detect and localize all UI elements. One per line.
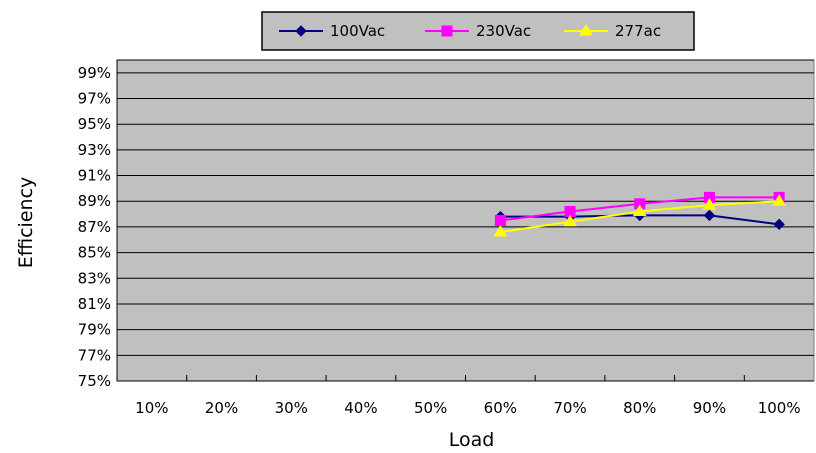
x-tick-label: 10% — [135, 399, 168, 417]
data-point — [441, 25, 453, 37]
series-layer — [493, 191, 787, 237]
y-tick-label: 83% — [78, 269, 111, 287]
y-tick-label: 93% — [78, 141, 111, 159]
x-tick-label: 90% — [693, 399, 726, 417]
y-tick-label: 99% — [78, 64, 111, 82]
data-point — [703, 209, 716, 222]
data-point — [494, 215, 506, 226]
x-tick-label: 20% — [205, 399, 238, 417]
y-tick-label: 91% — [78, 167, 111, 185]
y-tick-label: 95% — [78, 115, 111, 133]
x-axis-tick-labels: 10% 20% 30% 40% 50% 60% 70% 80% 90% 100% — [135, 399, 800, 417]
y-tick-label: 97% — [78, 90, 111, 108]
x-tick-label: 100% — [758, 399, 801, 417]
gridlines — [116, 59, 814, 382]
legend: 100Vac 230Vac 277ac — [261, 11, 695, 51]
legend-label: 100Vac — [330, 22, 385, 40]
legend-entry: 100Vac — [279, 22, 385, 40]
legend-label: 230Vac — [476, 22, 531, 40]
legend-entry: 230Vac — [425, 22, 531, 40]
y-tick-label: 77% — [78, 346, 111, 364]
data-point — [632, 204, 647, 217]
data-point — [295, 25, 307, 37]
series-277ac — [493, 194, 787, 237]
data-point — [773, 218, 785, 231]
x-tick-label: 30% — [275, 399, 308, 417]
y-tick-label: 89% — [78, 192, 111, 210]
y-axis-title: Efficiency — [15, 177, 37, 269]
x-tick-label: 70% — [553, 399, 586, 417]
data-point — [772, 194, 787, 206]
x-axis-title: Load — [449, 429, 495, 451]
x-tick-label: 60% — [484, 399, 517, 417]
y-tick-label: 85% — [78, 244, 111, 262]
data-point — [579, 24, 593, 36]
x-tick-label: 40% — [344, 399, 377, 417]
y-tick-label: 75% — [78, 372, 111, 390]
y-tick-label: 79% — [78, 321, 111, 339]
y-tick-label: 81% — [78, 295, 111, 313]
legend-label: 277ac — [615, 22, 661, 40]
legend-entry: 277ac — [564, 22, 661, 40]
data-point — [702, 198, 717, 210]
data-point — [563, 214, 577, 227]
legend-box — [261, 11, 695, 51]
data-point — [493, 225, 508, 237]
y-axis-tick-labels: 75% 77% 79% 81% 83% 85% 87% 89% 91% 93% 95% 97% 99% — [78, 64, 111, 390]
x-axis-ticks — [186, 375, 745, 381]
x-tick-label: 50% — [414, 399, 447, 417]
y-tick-label: 87% — [78, 218, 111, 236]
x-tick-label: 80% — [623, 399, 656, 417]
